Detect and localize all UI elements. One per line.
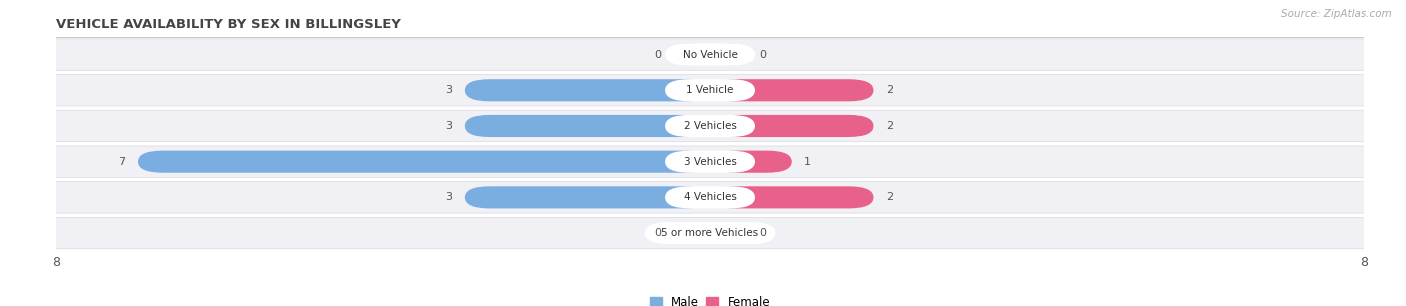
- Text: No Vehicle: No Vehicle: [682, 50, 738, 60]
- Text: VEHICLE AVAILABILITY BY SEX IN BILLINGSLEY: VEHICLE AVAILABILITY BY SEX IN BILLINGSL…: [56, 18, 401, 32]
- FancyBboxPatch shape: [710, 186, 873, 208]
- FancyBboxPatch shape: [15, 75, 1405, 106]
- Text: 2: 2: [886, 192, 893, 202]
- FancyBboxPatch shape: [15, 182, 1405, 213]
- FancyBboxPatch shape: [465, 115, 710, 137]
- FancyBboxPatch shape: [15, 39, 1405, 70]
- Text: 1: 1: [804, 157, 811, 167]
- FancyBboxPatch shape: [669, 43, 710, 66]
- FancyBboxPatch shape: [710, 222, 751, 244]
- Text: 2: 2: [886, 85, 893, 95]
- FancyBboxPatch shape: [710, 115, 873, 137]
- FancyBboxPatch shape: [465, 79, 710, 101]
- FancyBboxPatch shape: [665, 186, 755, 208]
- FancyBboxPatch shape: [644, 222, 776, 244]
- FancyBboxPatch shape: [465, 186, 710, 208]
- Text: Source: ZipAtlas.com: Source: ZipAtlas.com: [1281, 9, 1392, 19]
- Text: 1 Vehicle: 1 Vehicle: [686, 85, 734, 95]
- FancyBboxPatch shape: [710, 79, 873, 101]
- FancyBboxPatch shape: [665, 79, 755, 101]
- FancyBboxPatch shape: [665, 151, 755, 173]
- Text: 0: 0: [759, 228, 766, 238]
- FancyBboxPatch shape: [669, 222, 710, 244]
- Text: 3: 3: [446, 121, 453, 131]
- FancyBboxPatch shape: [15, 217, 1405, 249]
- Text: 0: 0: [654, 228, 661, 238]
- Text: 4 Vehicles: 4 Vehicles: [683, 192, 737, 202]
- FancyBboxPatch shape: [665, 115, 755, 137]
- Legend: Male, Female: Male, Female: [645, 291, 775, 306]
- Text: 0: 0: [654, 50, 661, 60]
- FancyBboxPatch shape: [15, 110, 1405, 142]
- FancyBboxPatch shape: [710, 151, 792, 173]
- Text: 3: 3: [446, 85, 453, 95]
- FancyBboxPatch shape: [710, 43, 751, 66]
- Text: 0: 0: [759, 50, 766, 60]
- Text: 3: 3: [446, 192, 453, 202]
- FancyBboxPatch shape: [665, 43, 755, 66]
- Text: 2: 2: [886, 121, 893, 131]
- Text: 5 or more Vehicles: 5 or more Vehicles: [661, 228, 759, 238]
- FancyBboxPatch shape: [138, 151, 710, 173]
- Text: 7: 7: [118, 157, 125, 167]
- Text: 3 Vehicles: 3 Vehicles: [683, 157, 737, 167]
- Text: 2 Vehicles: 2 Vehicles: [683, 121, 737, 131]
- FancyBboxPatch shape: [15, 146, 1405, 177]
